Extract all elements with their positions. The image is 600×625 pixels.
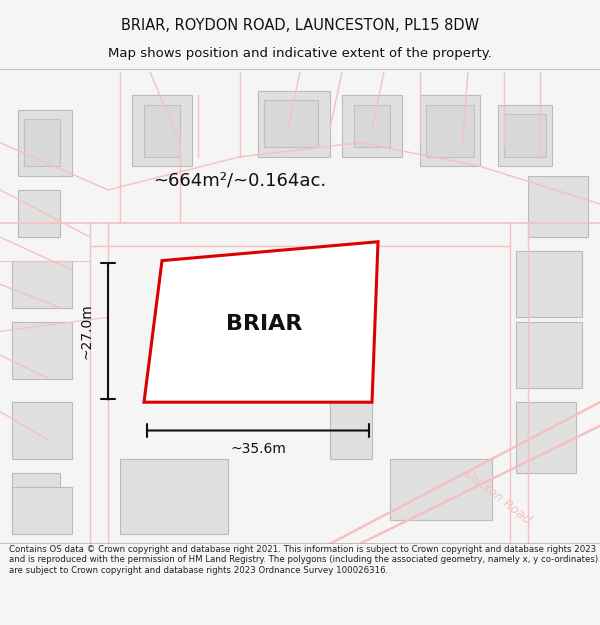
Polygon shape — [516, 322, 582, 388]
Text: Contains OS data © Crown copyright and database right 2021. This information is : Contains OS data © Crown copyright and d… — [9, 545, 598, 575]
Polygon shape — [330, 402, 372, 459]
Polygon shape — [498, 105, 552, 166]
Polygon shape — [342, 96, 402, 157]
Polygon shape — [120, 459, 228, 534]
Polygon shape — [144, 242, 378, 402]
Text: ~27.0m: ~27.0m — [79, 304, 93, 359]
Polygon shape — [18, 190, 60, 237]
Polygon shape — [516, 251, 582, 318]
Polygon shape — [420, 96, 480, 166]
Polygon shape — [12, 402, 72, 459]
Polygon shape — [528, 176, 588, 237]
Text: BRIAR: BRIAR — [226, 314, 302, 334]
Polygon shape — [12, 487, 72, 534]
Text: ~664m²/~0.164ac.: ~664m²/~0.164ac. — [154, 171, 326, 189]
Polygon shape — [144, 105, 180, 157]
Polygon shape — [390, 459, 492, 520]
Polygon shape — [24, 119, 60, 166]
Polygon shape — [258, 91, 330, 157]
Polygon shape — [18, 109, 72, 176]
Text: ~35.6m: ~35.6m — [230, 442, 286, 456]
Polygon shape — [354, 105, 390, 148]
Polygon shape — [516, 402, 576, 473]
Text: BRIAR, ROYDON ROAD, LAUNCESTON, PL15 8DW: BRIAR, ROYDON ROAD, LAUNCESTON, PL15 8DW — [121, 18, 479, 33]
Polygon shape — [174, 279, 282, 355]
Text: Dutson Road: Dutson Road — [463, 467, 533, 526]
Polygon shape — [12, 322, 72, 379]
Polygon shape — [132, 96, 192, 166]
Polygon shape — [264, 100, 318, 148]
Polygon shape — [12, 473, 60, 520]
Text: Map shows position and indicative extent of the property.: Map shows position and indicative extent… — [108, 48, 492, 60]
Polygon shape — [426, 105, 474, 157]
Polygon shape — [504, 114, 546, 157]
Polygon shape — [12, 261, 72, 308]
